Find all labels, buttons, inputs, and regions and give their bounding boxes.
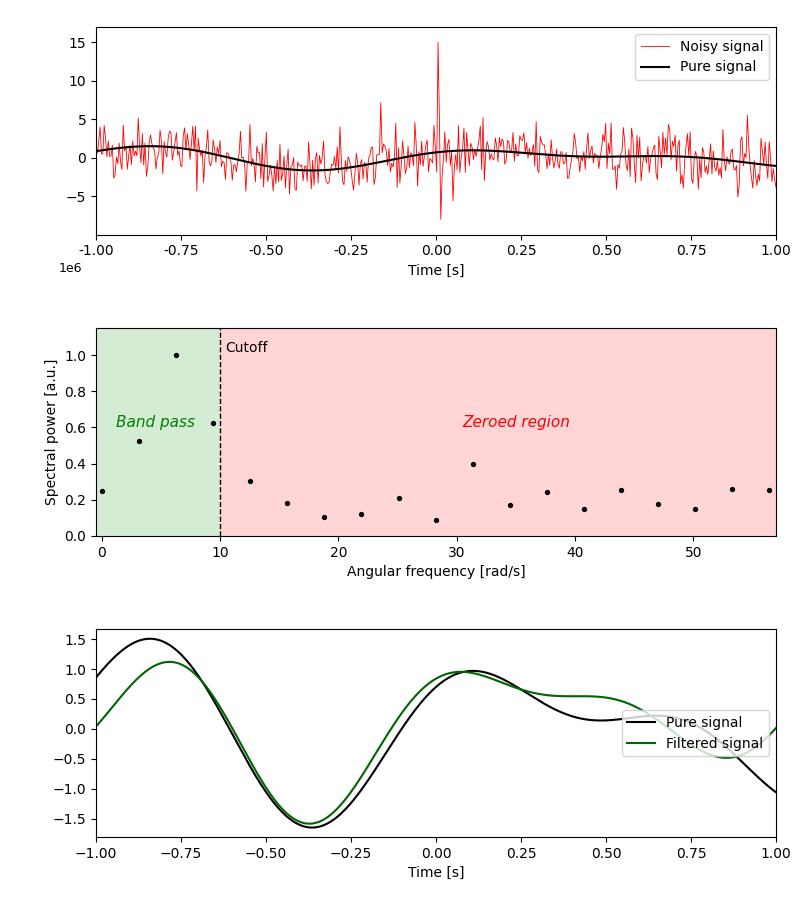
Filtered signal <box>417 684 426 695</box>
Pure signal <box>146 140 155 151</box>
Filtered signal <box>758 736 767 747</box>
Point <box>244 474 257 489</box>
Bar <box>220 328 800 536</box>
Pure signal <box>758 776 767 787</box>
X-axis label: Time [s]: Time [s] <box>408 264 464 278</box>
Pure signal <box>417 697 426 707</box>
Filtered signal <box>771 723 781 734</box>
Line: Pure signal: Pure signal <box>96 639 776 828</box>
Bar <box>90 328 220 536</box>
Point <box>170 348 182 363</box>
Point <box>578 502 590 517</box>
Pure signal <box>91 146 101 157</box>
Point <box>95 484 108 499</box>
Legend: Pure signal, Filtered signal: Pure signal, Filtered signal <box>622 710 769 756</box>
Line: Noisy signal: Noisy signal <box>96 42 776 220</box>
Noisy signal <box>758 146 767 157</box>
Pure signal <box>771 160 781 171</box>
Filtered signal <box>421 680 430 691</box>
Text: 1e6: 1e6 <box>59 262 82 275</box>
Point <box>652 497 665 511</box>
Y-axis label: Spectral power [a.u.]: Spectral power [a.u.] <box>45 359 58 505</box>
Point <box>281 496 294 510</box>
Pure signal <box>651 710 661 721</box>
Noisy signal <box>436 214 446 225</box>
Filtered signal <box>651 714 661 724</box>
Point <box>763 483 776 498</box>
Text: Cutoff: Cutoff <box>225 341 267 355</box>
Pure signal <box>91 672 101 683</box>
Pure signal <box>421 692 430 703</box>
Point <box>466 457 479 472</box>
Noisy signal <box>418 161 428 172</box>
Pure signal <box>421 148 430 159</box>
Pure signal <box>462 666 471 677</box>
Filtered signal <box>91 721 101 732</box>
Pure signal <box>498 674 508 685</box>
Line: Pure signal: Pure signal <box>96 146 776 170</box>
Noisy signal <box>498 136 508 147</box>
Filtered signal <box>165 656 174 667</box>
Point <box>206 416 219 430</box>
Point <box>355 507 368 521</box>
Point <box>541 485 554 500</box>
Point <box>503 498 516 512</box>
Point <box>689 502 702 517</box>
Pure signal <box>308 165 318 176</box>
Pure signal <box>462 145 471 156</box>
Text: Zeroed region: Zeroed region <box>462 416 570 430</box>
Filtered signal <box>462 667 471 678</box>
Point <box>392 491 405 505</box>
Pure signal <box>417 148 426 159</box>
X-axis label: Time [s]: Time [s] <box>408 867 464 880</box>
Pure signal <box>146 634 155 644</box>
Line: Filtered signal: Filtered signal <box>96 662 776 824</box>
Point <box>726 482 738 496</box>
Point <box>318 509 330 524</box>
Pure signal <box>498 146 508 157</box>
Pure signal <box>308 823 318 833</box>
Noisy signal <box>91 138 101 148</box>
Noisy signal <box>434 37 443 48</box>
Text: Band pass: Band pass <box>116 416 194 430</box>
X-axis label: Angular frequency [rad/s]: Angular frequency [rad/s] <box>346 565 526 579</box>
Point <box>430 512 442 526</box>
Noisy signal <box>414 147 424 158</box>
Legend: Noisy signal, Pure signal: Noisy signal, Pure signal <box>635 34 769 80</box>
Point <box>133 434 146 448</box>
Filtered signal <box>305 818 314 829</box>
Pure signal <box>758 159 767 170</box>
Pure signal <box>651 150 661 161</box>
Noisy signal <box>462 127 471 138</box>
Noisy signal <box>771 182 781 193</box>
Noisy signal <box>651 168 661 179</box>
Pure signal <box>771 787 781 797</box>
Point <box>614 483 627 498</box>
Filtered signal <box>498 678 508 688</box>
